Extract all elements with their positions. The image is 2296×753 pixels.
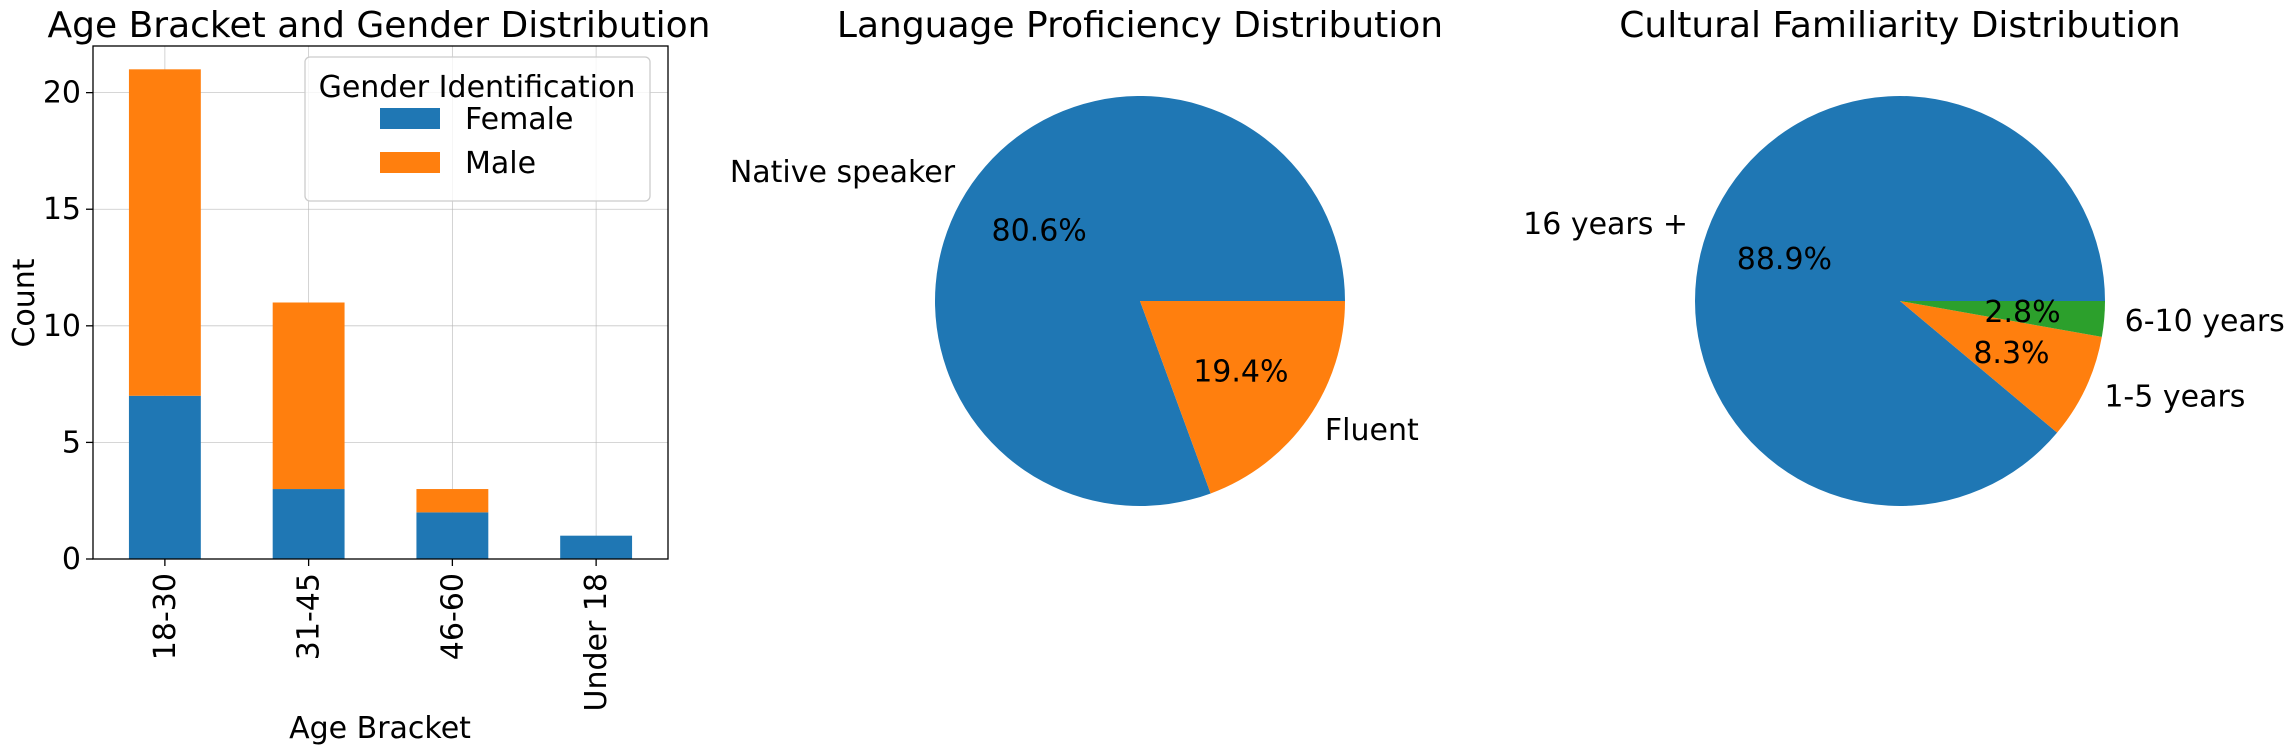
bar-bars [128,69,633,559]
pie-slice-label: 16 years + [1523,207,1688,242]
language-pie-title: Language Proficiency Distribution [837,5,1443,46]
legend-label-male: Male [465,146,536,181]
bar-plot-frame [92,45,669,560]
y-tick-label: 10 [43,309,81,344]
pie-pct-label: 2.8% [1984,295,2060,330]
pie-slice-0 [1694,96,2105,507]
legend-entries: Female Male [380,102,573,181]
bar-legend: Gender Identification Female Male [304,56,651,202]
bar-female-2 [416,512,489,559]
x-tick-label: 18-30 [148,573,183,660]
bar-female-3 [560,535,633,559]
age-gender-bar-chart: Age Bracket and Gender Distribution 0 5 10… [7,5,711,746]
pie-slice-label: 1-5 years [2104,379,2245,414]
x-tick-label: 31-45 [292,573,327,660]
bar-male-1 [272,302,345,490]
cultural-familiarity-pie: Cultural Familiarity Distribution 16 yea… [1523,5,2285,507]
pie-pct-label: 88.9% [1737,242,1832,277]
bar-male-2 [416,489,489,513]
legend-swatch-male [380,152,440,173]
cultural-pie-slices: 16 years + 88.9% 1-5 years 8.3% 6-10 years 2.… [1523,96,2285,507]
pie-slice-2 [1900,301,2105,337]
pie-slice-1 [1140,301,1345,494]
y-tick-label: 20 [43,76,81,111]
pie-slice-label: Fluent [1325,413,1419,448]
pie-slice-label: 6-10 years [2125,304,2285,339]
bar-x-axis-label: Age Bracket [289,711,471,746]
bar-male-0 [128,69,201,396]
x-tick-label: 46-60 [435,573,470,660]
bar-y-axis-label: Count [7,258,42,347]
y-tick-label: 5 [62,425,81,460]
y-tick-label: 0 [62,542,81,577]
language-proficiency-pie: Language Proficiency Distribution Native… [730,5,1443,507]
bar-y-ticks: 0 5 10 15 20 [43,76,93,577]
legend-label-female: Female [465,102,573,137]
legend-swatch-female [380,108,440,129]
bar-chart-title: Age Bracket and Gender Distribution [48,5,711,46]
legend-title: Gender Identification [319,70,636,105]
language-pie-slices: Native speaker 80.6% Fluent 19.4% [730,96,1419,507]
y-tick-label: 15 [43,192,81,227]
bar-x-ticks: 18-30 31-45 46-60 Under 18 [148,559,614,712]
cultural-pie-title: Cultural Familiarity Distribution [1619,5,2180,46]
pie-slice-label: Native speaker [730,155,956,190]
pie-pct-label: 8.3% [1973,336,2049,371]
pie-slice-1 [1900,301,2102,433]
pie-pct-label: 19.4% [1193,354,1288,389]
x-tick-label: Under 18 [579,573,614,712]
bar-female-0 [128,395,201,559]
bar-female-1 [272,489,345,559]
pie-pct-label: 80.6% [991,214,1086,249]
